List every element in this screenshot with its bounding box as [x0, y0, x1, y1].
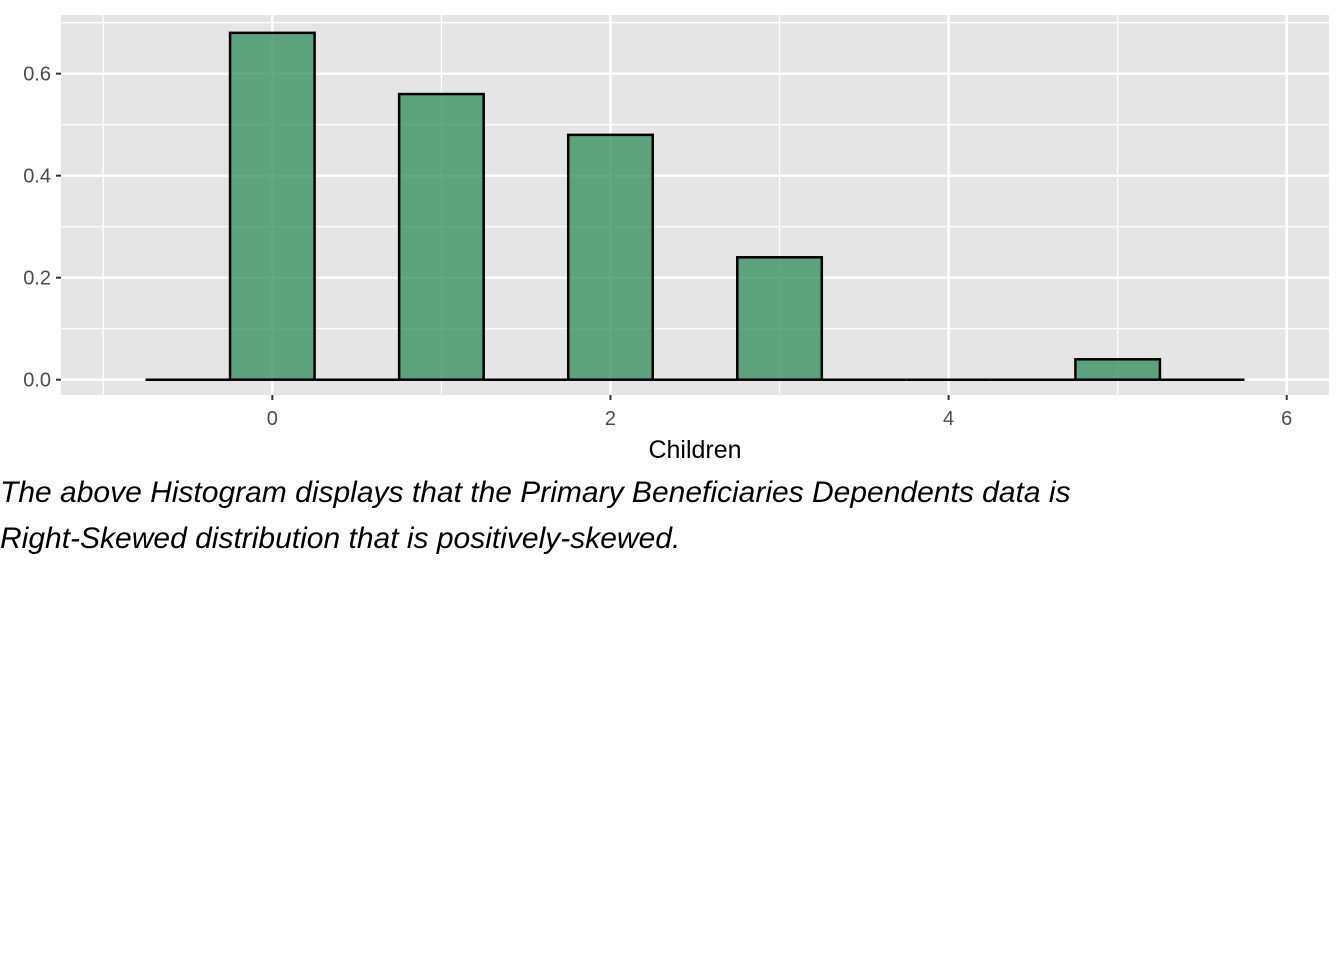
- y-tick-label: 0.0: [23, 370, 51, 392]
- histogram-chart: 0.0 0.2 0.4 0.6 0 2 4 6 Children: [23, 15, 1329, 464]
- x-tick-label: 2: [605, 408, 616, 430]
- caption-line-2: Right-Skewed distribution that is positi…: [0, 522, 681, 555]
- x-tick-label: 0: [267, 408, 278, 430]
- y-tick-label: 0.6: [23, 64, 51, 86]
- x-tick-label: 4: [943, 408, 954, 430]
- x-axis-title: Children: [648, 436, 741, 464]
- histogram-bar: [736, 256, 824, 381]
- histogram-bar: [566, 133, 654, 381]
- histogram-bar: [397, 92, 485, 381]
- histogram-bar: [228, 31, 316, 381]
- x-tick-label: 6: [1281, 408, 1292, 430]
- y-tick-label: 0.2: [23, 268, 51, 290]
- caption-line-1: The above Histogram displays that the Pr…: [0, 476, 1071, 509]
- caption: The above Histogram displays that the Pr…: [0, 470, 1280, 562]
- y-tick-label: 0.4: [23, 166, 51, 188]
- histogram-bar: [1074, 358, 1162, 381]
